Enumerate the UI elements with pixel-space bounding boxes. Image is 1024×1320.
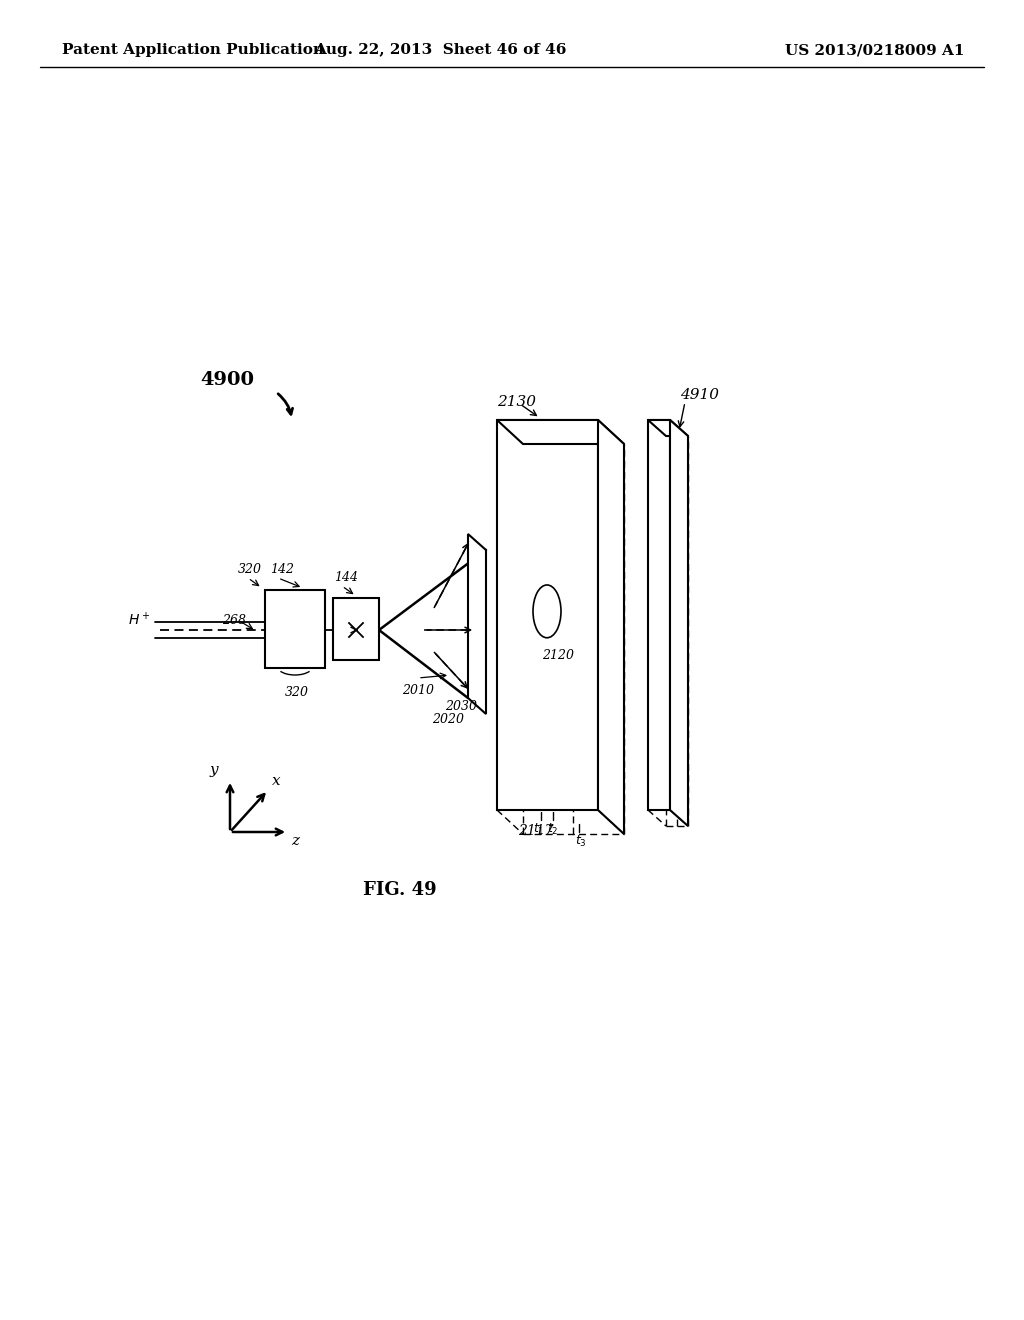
Polygon shape [497,420,598,810]
Polygon shape [598,420,624,834]
Text: 320: 320 [285,686,309,700]
Polygon shape [265,590,325,668]
Text: Aug. 22, 2013  Sheet 46 of 46: Aug. 22, 2013 Sheet 46 of 46 [313,44,566,57]
Polygon shape [333,598,379,660]
Text: 2130: 2130 [497,395,536,409]
Text: z: z [291,834,299,847]
Text: 2020: 2020 [432,713,464,726]
Text: 142: 142 [270,564,294,576]
Polygon shape [670,420,688,826]
Text: $H^+$: $H^+$ [128,611,150,628]
Text: 4900: 4900 [200,371,254,389]
Text: 320: 320 [238,564,262,576]
Text: 2030: 2030 [445,700,477,713]
Text: y: y [209,763,218,777]
Polygon shape [648,420,670,810]
Text: $t_1$: $t_1$ [534,822,545,837]
Text: FIG. 49: FIG. 49 [364,880,437,899]
Text: US 2013/0218009 A1: US 2013/0218009 A1 [785,44,965,57]
Text: 2117: 2117 [518,824,554,838]
Polygon shape [468,535,486,714]
Text: x: x [272,774,281,788]
Text: 4910: 4910 [680,388,719,403]
Polygon shape [497,420,624,444]
Text: 2010: 2010 [402,684,434,697]
Text: 2120: 2120 [542,649,574,663]
Polygon shape [648,420,688,436]
Text: Patent Application Publication: Patent Application Publication [62,44,324,57]
Text: $t_2$: $t_2$ [547,822,559,837]
Text: 268: 268 [222,614,246,627]
Text: $t_3$: $t_3$ [575,834,587,849]
Text: 144: 144 [334,572,358,583]
